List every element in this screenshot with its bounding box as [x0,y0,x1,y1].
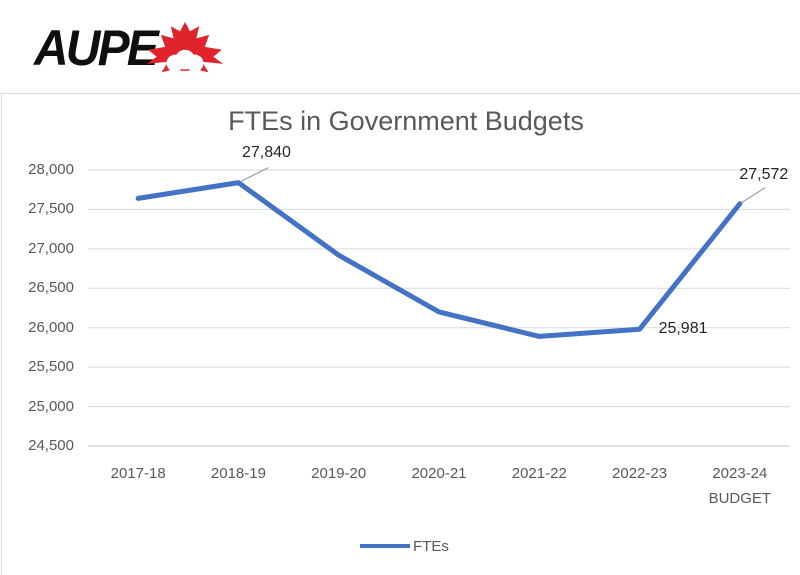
x-tick-label: 2017-18 [110,465,166,482]
aupe-logo: AUPE [34,18,234,80]
y-tick-label: 25,000 [28,397,74,415]
y-tick-label: 27,000 [28,239,74,257]
ftes-series-line [135,180,743,339]
x-tick-label: 2018-19 [210,465,266,482]
data-label-leader-line [238,167,269,184]
data-point-label: 25,981 [658,320,708,338]
x-tick-label: 2023-24 BUDGET [708,465,772,507]
y-tick-label: 25,500 [28,358,74,376]
chart-title: FTEs in Government Budgets [228,106,584,136]
data-point-label: 27,572 [739,165,789,183]
legend: FTEs [360,536,449,556]
chart-image-top-border [0,93,800,94]
chart-image-left-border [1,93,2,575]
y-tick-label: 24,500 [28,437,74,454]
y-tick-label: 28,000 [28,161,74,178]
x-tick-label: 2020-21 [411,465,467,482]
x-tick-label: 2019-20 [311,465,367,482]
maple-leaf-icon [146,22,224,73]
y-tick-label: 26,500 [28,279,74,297]
data-label-leader-line [739,187,766,205]
y-tick-label: 27,500 [28,200,74,218]
y-tick-label: 26,000 [28,318,74,336]
data-point-label: 27,840 [241,143,291,161]
legend-line-swatch [360,544,410,548]
aupe-logo-text: AUPE [34,20,159,76]
x-tick-label: 2022-23 [612,465,668,482]
x-tick-label: 2021-22 [511,465,567,482]
legend-label: FTEs [413,537,449,555]
